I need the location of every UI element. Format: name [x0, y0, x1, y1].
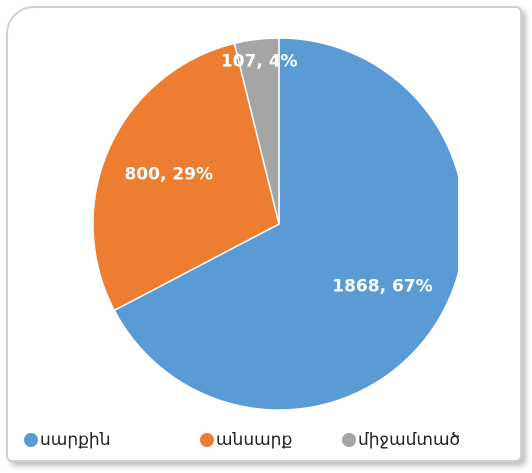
pie-slice — [233, 37, 280, 225]
legend-marker — [200, 433, 214, 447]
legend-label: սարքին — [40, 430, 110, 450]
pie: 1868, 67% 800, 29% 107, 4% — [92, 37, 458, 411]
data-label: 800, 29% — [124, 164, 213, 184]
data-label: 1868, 67% — [332, 277, 432, 297]
legend: սարքին անսարք միջամտած — [24, 430, 460, 450]
pie-slice — [113, 37, 458, 411]
legend-marker — [24, 433, 38, 447]
legend-label: անսարք — [216, 430, 292, 450]
legend-marker — [342, 433, 356, 447]
legend-label: միջամտած — [358, 430, 460, 450]
data-label: 107, 4% — [221, 52, 298, 72]
pie-slice — [92, 42, 280, 312]
